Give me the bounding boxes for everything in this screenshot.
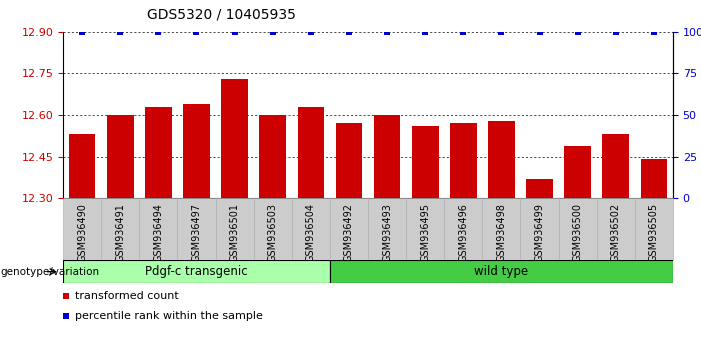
Bar xyxy=(177,198,216,260)
Bar xyxy=(374,115,400,198)
Bar xyxy=(292,198,330,260)
Bar xyxy=(330,198,368,260)
Text: wild type: wild type xyxy=(475,265,529,278)
Bar xyxy=(406,198,444,260)
Text: transformed count: transformed count xyxy=(75,291,179,301)
Bar xyxy=(139,198,177,260)
Text: GSM936494: GSM936494 xyxy=(154,203,163,262)
Bar xyxy=(107,115,134,198)
Bar xyxy=(412,126,439,198)
Text: GSM936499: GSM936499 xyxy=(535,203,545,262)
Text: Pdgf-c transgenic: Pdgf-c transgenic xyxy=(145,265,248,278)
Bar xyxy=(482,198,520,260)
Text: GSM936495: GSM936495 xyxy=(420,203,430,262)
Bar xyxy=(635,198,673,260)
Bar xyxy=(101,198,139,260)
Bar xyxy=(526,179,553,198)
Bar xyxy=(259,115,286,198)
Text: GSM936505: GSM936505 xyxy=(649,203,659,262)
Bar xyxy=(520,198,559,260)
Text: GDS5320 / 10405935: GDS5320 / 10405935 xyxy=(147,7,296,21)
Text: GSM936498: GSM936498 xyxy=(496,203,506,262)
Text: percentile rank within the sample: percentile rank within the sample xyxy=(75,311,263,321)
Text: GSM936493: GSM936493 xyxy=(382,203,392,262)
Text: GSM936497: GSM936497 xyxy=(191,203,201,262)
Bar xyxy=(488,121,515,198)
Text: GSM936492: GSM936492 xyxy=(344,203,354,262)
Bar xyxy=(69,135,95,198)
Bar xyxy=(444,198,482,260)
Bar xyxy=(183,104,210,198)
Text: GSM936491: GSM936491 xyxy=(115,203,125,262)
Bar xyxy=(222,79,248,198)
Text: GSM936504: GSM936504 xyxy=(306,203,316,262)
Bar xyxy=(254,198,292,260)
Bar xyxy=(63,198,101,260)
Text: GSM936501: GSM936501 xyxy=(230,203,240,262)
Bar xyxy=(216,198,254,260)
Text: GSM936503: GSM936503 xyxy=(268,203,278,262)
Text: GSM936490: GSM936490 xyxy=(77,203,87,262)
Text: genotype/variation: genotype/variation xyxy=(0,267,99,277)
Bar xyxy=(602,135,629,198)
Text: GSM936500: GSM936500 xyxy=(573,203,583,262)
Bar xyxy=(559,198,597,260)
Text: GSM936496: GSM936496 xyxy=(458,203,468,262)
Text: GSM936502: GSM936502 xyxy=(611,203,621,262)
Bar xyxy=(145,107,172,198)
Bar xyxy=(368,198,406,260)
Bar xyxy=(641,159,667,198)
Bar xyxy=(450,124,477,198)
Bar xyxy=(597,198,635,260)
Bar xyxy=(330,260,673,283)
Bar xyxy=(297,107,324,198)
Bar xyxy=(63,260,330,283)
Bar xyxy=(336,124,362,198)
Bar xyxy=(564,145,591,198)
